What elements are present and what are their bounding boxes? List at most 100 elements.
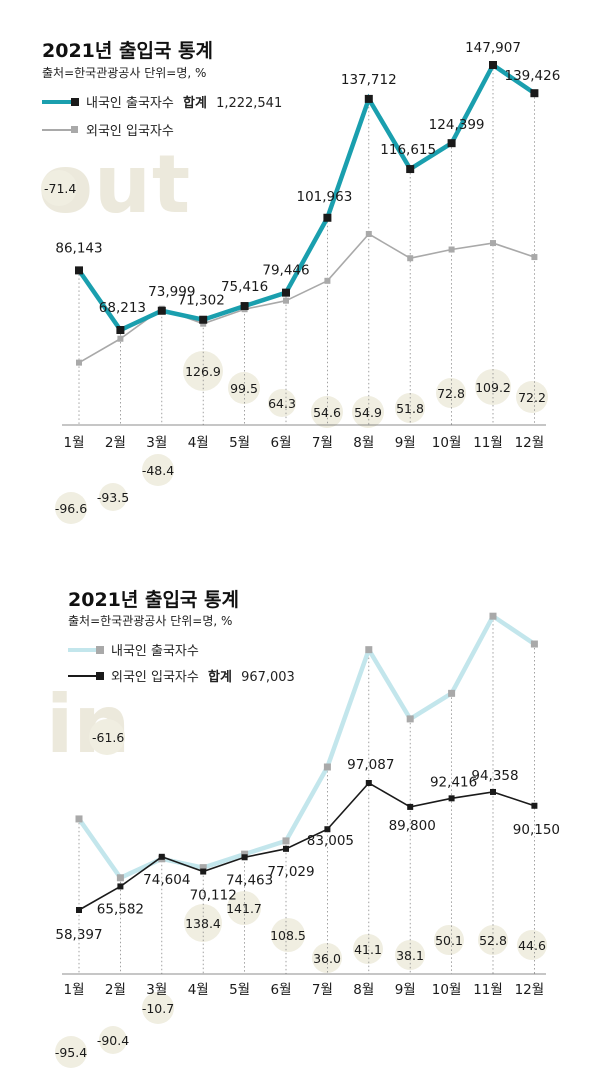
yoy-change-label: -48.4	[142, 463, 174, 478]
data-label: 79,446	[262, 263, 309, 279]
legend-total-label: 합계	[183, 95, 207, 111]
total-change-label: -71.4	[44, 181, 76, 196]
legend-item-inbound: 외국인 입국자수	[42, 124, 174, 139]
series-marker	[324, 826, 331, 833]
series-marker	[323, 213, 332, 222]
data-label: 68,213	[99, 300, 146, 316]
x-tick-label: 7월	[312, 435, 333, 451]
yoy-change-label: 41.1	[354, 942, 382, 957]
yoy-change-bubble	[395, 393, 425, 423]
x-tick-label: 4월	[188, 982, 209, 998]
series-marker	[490, 788, 496, 795]
data-label: 94,358	[471, 768, 518, 784]
yoy-change-bubble	[142, 992, 174, 1024]
yoy-change-bubble	[478, 925, 508, 955]
yoy-change-bubble	[516, 381, 548, 413]
yoy-change-bubble	[434, 925, 464, 955]
legend-series-name: 외국인 입국자수	[86, 124, 174, 139]
yoy-change-label: 109.2	[475, 380, 511, 395]
series-marker	[75, 815, 83, 823]
total-change-bubble-shape	[89, 719, 125, 755]
data-label: 92,416	[430, 774, 477, 790]
data-label: 89,800	[389, 818, 436, 834]
yoy-change-label: 141.7	[226, 901, 262, 916]
x-tick-label: 12월	[515, 435, 545, 451]
yoy-change-label: 38.1	[396, 948, 424, 963]
series-marker	[324, 277, 331, 284]
yoy-change-label: 126.9	[185, 364, 221, 379]
series-marker	[448, 246, 455, 253]
x-tick-label: 8월	[353, 435, 374, 451]
x-tick-label: 10월	[432, 982, 462, 998]
total-change-bubble: -71.4	[41, 170, 77, 206]
chart-source: 출처=한국관광공사 단위=명, %	[68, 614, 232, 628]
yoy-change-bubble	[311, 396, 343, 428]
series-marker	[283, 297, 289, 304]
data-label: 74,604	[143, 872, 190, 888]
data-label: 71,302	[178, 293, 225, 309]
series-marker	[199, 864, 207, 872]
series-marker	[364, 94, 373, 103]
x-tick-label: 10월	[432, 435, 462, 451]
legend-item-inbound: 외국인 입국자수 합계 967,003	[68, 669, 295, 685]
x-tick-label: 2월	[105, 982, 126, 998]
yoy-change-label: 72.2	[518, 390, 546, 405]
legend-series-name: 내국인 출국자수	[86, 96, 174, 111]
legend-label: 외국인 입국자수 합계 967,003	[111, 669, 295, 685]
legend-total-value: 967,003	[241, 670, 295, 685]
series-marker	[283, 845, 289, 852]
series-marker	[365, 230, 372, 237]
series-marker	[489, 61, 497, 69]
data-label: 73,999	[148, 284, 195, 300]
series-marker	[282, 288, 290, 297]
series-marker	[76, 907, 82, 913]
yoy-change-label: 52.8	[479, 933, 507, 948]
yoy-change-bubble	[353, 934, 383, 964]
data-label: 58,397	[55, 927, 102, 943]
yoy-change-bubble	[271, 918, 305, 952]
series-line-outbound	[77, 61, 536, 333]
x-tick-label: 8월	[353, 982, 374, 998]
x-tick-label: 6월	[270, 435, 291, 451]
data-label: 86,143	[55, 240, 102, 256]
chart-source: 출처=한국관광공사 단위=명, %	[42, 66, 206, 80]
chart-title: 2021년 출입국 통계	[42, 40, 213, 62]
data-label: 83,005	[307, 833, 354, 849]
legend-total-label: 합계	[208, 669, 232, 685]
data-label: 101,963	[296, 189, 352, 205]
legend-item-outbound: 내국인 출국자수	[68, 644, 199, 659]
yoy-change-label: 72.8	[437, 386, 465, 401]
yoy-change-label: 54.6	[313, 405, 341, 420]
x-tick-label: 5월	[229, 435, 250, 451]
yoy-change-label: 36.0	[313, 951, 341, 966]
yoy-change-bubble	[228, 372, 260, 404]
data-label: 90,150	[513, 822, 560, 838]
legend: 내국인 출국자수 합계 1,222,541 외국인 입국자수	[42, 95, 282, 139]
yoy-change-label: -93.5	[97, 490, 129, 505]
x-tick-label: 4월	[188, 435, 209, 451]
series-marker	[407, 255, 414, 262]
series-marker	[447, 139, 456, 148]
legend-swatch-marker	[96, 646, 104, 654]
series-marker	[76, 359, 82, 366]
data-label: 137,712	[341, 72, 397, 88]
series-marker	[157, 306, 166, 315]
x-tick-label: 1월	[63, 435, 84, 451]
yoy-change-bubble	[55, 492, 87, 524]
yoy-change-bubble	[184, 904, 222, 942]
data-label: 74,463	[226, 872, 273, 888]
yoy-change-bubble	[55, 1036, 87, 1068]
x-tick-label: 9월	[395, 982, 416, 998]
series-marker	[200, 868, 207, 875]
x-tick-label: 9월	[395, 435, 416, 451]
yoy-change-label: 54.9	[354, 405, 382, 420]
series-marker	[282, 837, 290, 845]
x-tick-label: 2월	[105, 435, 126, 451]
outbound-chart: out 2021년 출입국 통계 출처=한국관광공사 단위=명, % 내국인 출…	[38, 40, 560, 524]
legend-total-value: 1,222,541	[216, 96, 282, 111]
total-change-bubble: -61.6	[89, 719, 125, 755]
data-label: 116,615	[380, 142, 436, 158]
legend-series-name: 외국인 입국자수	[111, 670, 199, 685]
